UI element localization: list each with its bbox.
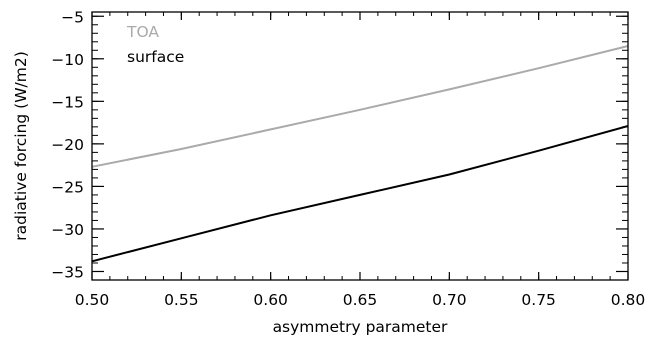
x-tick-label: 0.55 [164,291,199,309]
legend-entry-surface: surface [127,48,184,66]
y-tick-label: −30 [51,221,84,239]
y-tick-label: −35 [51,263,84,281]
series-line-toa [91,45,629,168]
y-axis-ticks: −35 −30 −25 −20 −15 −10 −5 [51,8,628,281]
y-axis-title: radiative forcing (W/m2) [12,51,30,241]
x-tick-label: 0.60 [253,291,288,309]
x-tick-label: 0.65 [343,291,378,309]
plot-lines [91,45,629,263]
legend: TOA surface [126,23,184,66]
legend-entry-toa: TOA [126,23,159,41]
y-tick-label: −5 [61,8,84,26]
x-tick-label: 0.70 [432,291,467,309]
x-axis-title: asymmetry parameter [273,318,448,336]
y-tick-label: −15 [51,93,84,111]
x-axis-ticks: 0.50 0.55 0.60 0.65 0.70 0.75 0.80 [75,12,646,309]
x-tick-label: 0.75 [521,291,556,309]
y-tick-label: −20 [51,136,84,154]
y-tick-label: −10 [51,51,84,69]
x-tick-label: 0.80 [611,291,646,309]
x-tick-label: 0.50 [75,291,110,309]
series-line-surface [91,125,629,263]
y-tick-label: −25 [51,178,84,196]
